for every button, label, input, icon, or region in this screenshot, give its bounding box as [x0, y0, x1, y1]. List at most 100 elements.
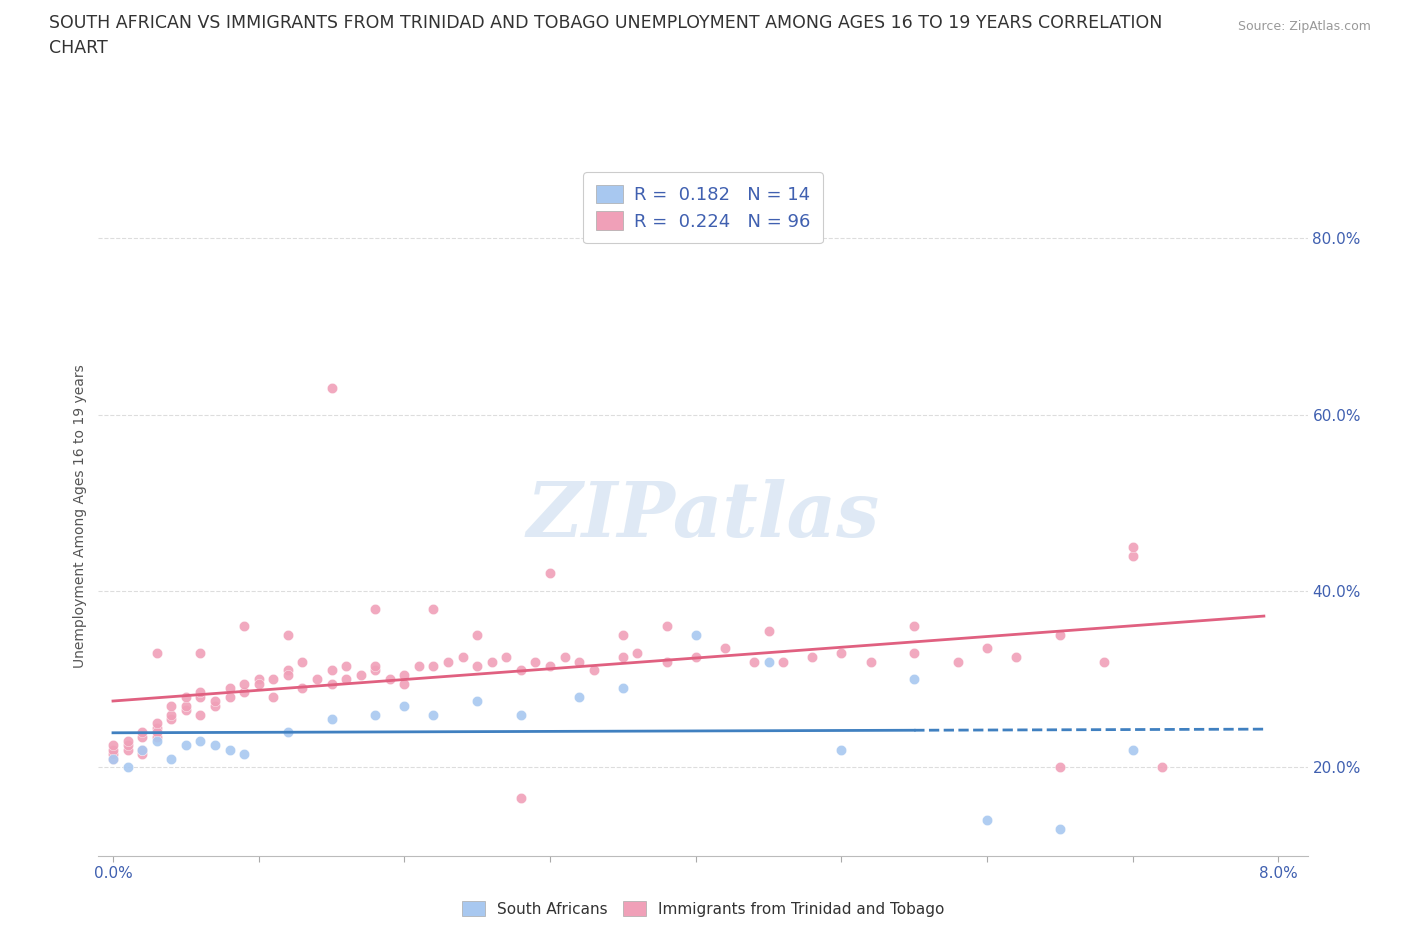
Point [554, 650, 576, 665]
Point [509, 707, 531, 722]
Point [451, 650, 474, 665]
Point [465, 628, 488, 643]
Point [277, 663, 299, 678]
Point [291, 681, 314, 696]
Point [131, 729, 153, 744]
Point [160, 707, 183, 722]
Point [190, 645, 212, 660]
Point [335, 658, 357, 673]
Point [190, 707, 212, 722]
Point [350, 668, 373, 683]
Point [612, 681, 634, 696]
Point [117, 760, 139, 775]
Point [422, 658, 444, 673]
Text: ZIPatlas: ZIPatlas [526, 479, 880, 553]
Point [321, 676, 343, 691]
Point [394, 676, 416, 691]
Point [160, 698, 183, 713]
Point [903, 645, 925, 660]
Point [582, 663, 605, 678]
Point [714, 641, 737, 656]
Point [277, 628, 299, 643]
Point [262, 689, 284, 704]
Point [1122, 549, 1144, 564]
Point [422, 602, 444, 617]
Point [394, 668, 416, 683]
Point [758, 623, 780, 638]
Point [321, 711, 343, 726]
Point [247, 676, 270, 691]
Y-axis label: Unemployment Among Ages 16 to 19 years: Unemployment Among Ages 16 to 19 years [73, 365, 87, 668]
Point [903, 671, 925, 686]
Point [233, 619, 256, 634]
Point [830, 742, 852, 757]
Point [262, 671, 284, 686]
Point [1150, 760, 1173, 775]
Point [465, 694, 488, 709]
Point [174, 698, 197, 713]
Point [277, 668, 299, 683]
Point [145, 716, 167, 731]
Point [321, 663, 343, 678]
Point [204, 737, 226, 752]
Point [101, 747, 124, 762]
Text: SOUTH AFRICAN VS IMMIGRANTS FROM TRINIDAD AND TOBAGO UNEMPLOYMENT AMONG AGES 16 : SOUTH AFRICAN VS IMMIGRANTS FROM TRINIDA… [49, 14, 1163, 32]
Point [145, 721, 167, 736]
Point [101, 751, 124, 766]
Point [204, 694, 226, 709]
Point [190, 689, 212, 704]
Point [685, 628, 707, 643]
Point [655, 654, 678, 669]
Point [612, 650, 634, 665]
Point [117, 737, 139, 752]
Point [247, 671, 270, 686]
Point [626, 645, 648, 660]
Point [131, 724, 153, 739]
Point [378, 671, 401, 686]
Text: Source: ZipAtlas.com: Source: ZipAtlas.com [1237, 20, 1371, 33]
Point [772, 654, 794, 669]
Point [218, 742, 240, 757]
Point [117, 734, 139, 749]
Point [233, 747, 256, 762]
Point [305, 671, 328, 686]
Point [174, 703, 197, 718]
Point [481, 654, 503, 669]
Point [568, 689, 591, 704]
Point [422, 707, 444, 722]
Point [131, 742, 153, 757]
Point [321, 381, 343, 396]
Point [364, 602, 387, 617]
Point [976, 813, 998, 828]
Point [160, 751, 183, 766]
Point [277, 724, 299, 739]
Point [1049, 628, 1071, 643]
Point [465, 658, 488, 673]
Point [131, 742, 153, 757]
Point [145, 724, 167, 739]
Point [408, 658, 430, 673]
Point [903, 619, 925, 634]
Point [101, 742, 124, 757]
Point [538, 566, 561, 581]
Point [204, 698, 226, 713]
Point [291, 654, 314, 669]
Point [509, 663, 531, 678]
Point [742, 654, 765, 669]
Point [174, 689, 197, 704]
Text: CHART: CHART [49, 39, 108, 57]
Point [364, 663, 387, 678]
Point [101, 737, 124, 752]
Point [364, 707, 387, 722]
Point [335, 671, 357, 686]
Point [612, 628, 634, 643]
Point [218, 689, 240, 704]
Point [117, 742, 139, 757]
Point [233, 685, 256, 700]
Point [131, 747, 153, 762]
Point [568, 654, 591, 669]
Point [160, 711, 183, 726]
Point [190, 734, 212, 749]
Point [1049, 760, 1071, 775]
Point [1092, 654, 1115, 669]
